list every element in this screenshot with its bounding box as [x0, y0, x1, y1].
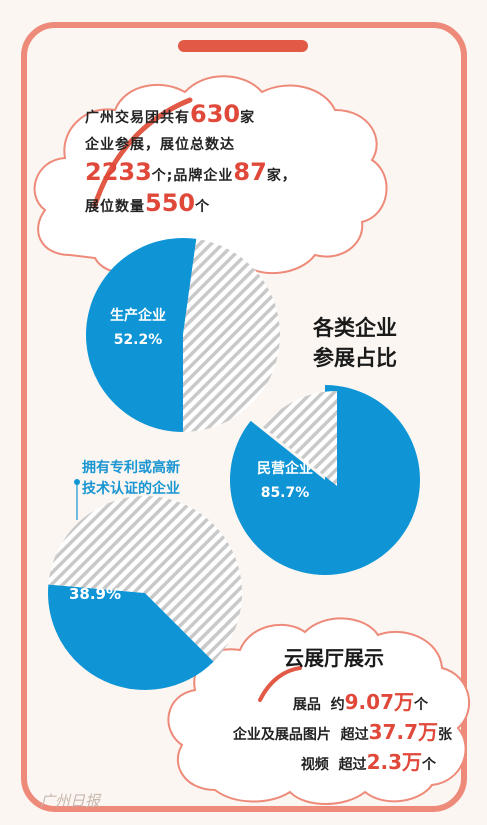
stat-row-videos: 视频 超过2.3万个	[136, 746, 436, 775]
stat-unit: 个	[422, 757, 436, 773]
intro-text-1: 广州交易团共有	[85, 110, 190, 126]
stat-label: 企业及展品图片	[232, 727, 331, 743]
pie-1-slice-2	[183, 238, 280, 432]
patent-label: 拥有专利或高新 技术认证的企业	[82, 458, 222, 500]
exhibitor-count: 630	[190, 100, 241, 128]
stat-value: 37.7万	[368, 720, 438, 744]
patent-label-line-2: 技术认证的企业	[82, 481, 180, 497]
stat-prefix: 约	[330, 697, 345, 713]
cloud-hall-title: 云展厅展示	[284, 646, 384, 670]
brand-count: 87	[233, 158, 267, 186]
section-title-line-2: 参展占比	[313, 346, 397, 370]
stat-row-exhibits: 展品 约9.07万个	[128, 686, 428, 715]
pie-2-slice-2	[262, 391, 337, 486]
pie-1-slice-1	[85, 237, 197, 432]
newspaper-watermark: 广州日报	[40, 792, 101, 810]
stat-value: 2.3万	[366, 750, 422, 774]
stat-label: 视频	[300, 757, 329, 773]
booth-total: 2233	[85, 158, 152, 186]
intro-text: 广州交易团共有630家 企业参展，展位总数达 2233个;品牌企业87家， 展位…	[85, 101, 345, 221]
stat-unit: 张	[438, 727, 452, 743]
pie-1-label: 生产企业	[110, 308, 166, 324]
intro-text-6: 展位数量	[85, 199, 145, 215]
brand-booth-count: 550	[145, 189, 196, 217]
pie-1-value: 52.2%	[113, 332, 163, 348]
pie-2-label: 民营企业	[257, 461, 313, 477]
pie-2-slice-1	[229, 385, 420, 575]
pie-3-slice-2	[48, 495, 243, 662]
patent-label-line-1: 拥有专利或高新	[82, 460, 180, 476]
stat-label: 展品	[292, 697, 321, 713]
section-title-line-1: 各类企业	[313, 316, 397, 340]
intro-text-4: 个;品牌企业	[151, 168, 234, 184]
stat-prefix: 超过	[338, 757, 367, 773]
stat-prefix: 超过	[340, 727, 369, 743]
pie-2-value: 85.7%	[260, 485, 310, 501]
phone-speaker	[178, 40, 308, 52]
pie-3-value: 38.9%	[68, 585, 122, 603]
intro-text-3: 企业参展，展位总数达	[85, 137, 235, 153]
stat-value: 9.07万	[344, 690, 414, 714]
intro-text-7: 个	[195, 199, 211, 215]
section-title: 各类企业 参展占比	[300, 313, 410, 373]
intro-text-5: 家，	[266, 168, 297, 184]
pie-3-slice-1	[47, 584, 214, 690]
bottom-cloud	[167, 617, 471, 805]
stat-unit: 个	[414, 697, 428, 713]
intro-text-2: 家	[240, 110, 256, 126]
stat-row-images: 企业及展品图片 超过37.7万张	[152, 716, 452, 745]
